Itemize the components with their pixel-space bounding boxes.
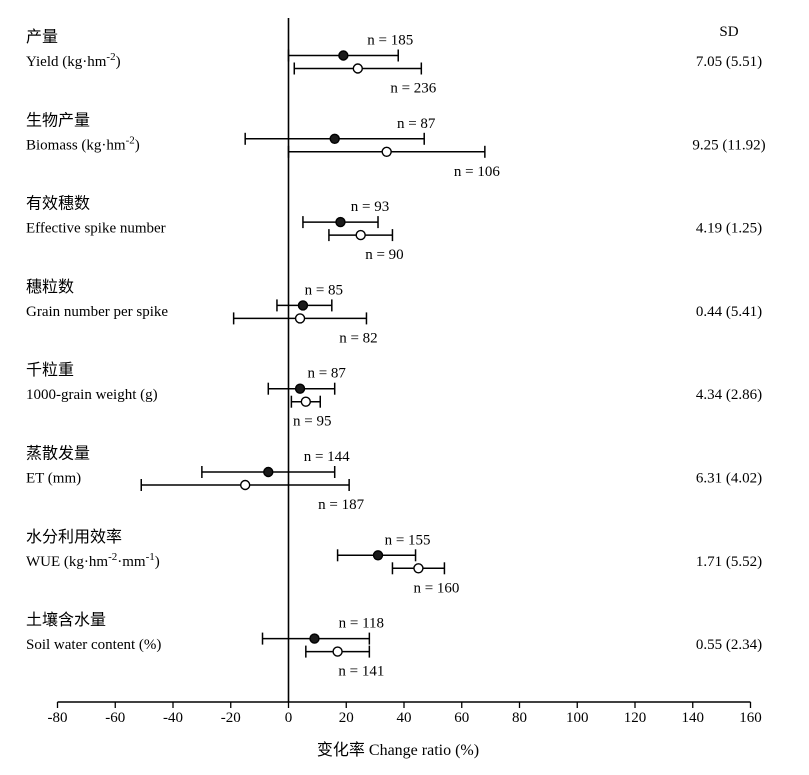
n-label-filled: n = 85: [305, 282, 343, 298]
category-label-zh: 蒸散发量: [26, 445, 90, 463]
x-axis: -80 -60 -40 -20 0 20 40 60 80 100 120 140 160: [48, 701, 762, 726]
x-axis-label: 变化率 Change ratio (%): [317, 741, 479, 759]
category-label-zh: 有效穗数: [26, 195, 90, 213]
n-label-open: n = 141: [338, 664, 384, 680]
open-circle-marker: [332, 646, 343, 657]
n-label-open: n = 82: [339, 330, 377, 346]
filled-circle-marker: [372, 550, 384, 561]
category-label-en-text: Soil water content (%): [26, 637, 161, 653]
n-label-filled: n = 185: [367, 33, 413, 49]
x-tick-label: -20: [221, 710, 241, 726]
x-tick-label: 80: [512, 710, 527, 726]
category-label-en: Soil water content (%): [26, 637, 161, 653]
open-circle-marker: [381, 146, 392, 158]
n-label-filled: n = 144: [304, 449, 350, 465]
category-label-zh: 土壤含水量: [26, 610, 106, 629]
n-label-open: n = 90: [365, 247, 403, 263]
category-label-en: WUE (kg·hm-2·mm-1): [26, 551, 160, 570]
category-label-zh: 千粒重: [26, 361, 74, 379]
n-label-filled: n = 87: [307, 366, 346, 382]
sd-value: 4.19 (1.25): [696, 221, 762, 237]
category-label-en: Grain number per spike: [26, 304, 168, 320]
category-label-en-text: Effective spike number: [26, 221, 166, 237]
sd-value: 7.05 (5.51): [696, 54, 762, 70]
category-label-zh: 穗粒数: [26, 278, 74, 296]
category-label-en-superscript: -2: [106, 51, 115, 63]
category-label-zh: 生物产量: [26, 111, 90, 129]
x-tick-label: 100: [566, 710, 589, 726]
n-label-filled: n = 87: [397, 116, 436, 132]
category-label-en-text: Yield (kg·hm: [26, 54, 107, 70]
n-label-open: n = 236: [390, 81, 436, 97]
sd-value: 9.25 (11.92): [692, 137, 765, 153]
category-label-en-text: WUE (kg·hm: [26, 554, 108, 570]
open-circle-marker: [239, 479, 251, 491]
category-row: 千粒重 1000-grain weight (g) 4.34 (2.86) n = 8…: [26, 361, 762, 430]
x-tick-label: 20: [339, 710, 354, 726]
category-label-en-superscript: -2: [108, 551, 117, 563]
category-label-en-close: ): [135, 137, 140, 153]
n-label-open: n = 160: [413, 580, 459, 596]
x-tick-label: 60: [454, 710, 469, 726]
x-tick-label: 40: [397, 710, 412, 726]
category-row: 产量 Yield (kg·hm-2) 7.05 (5.51) n = 185 n = 2…: [26, 28, 762, 97]
filled-circle-marker: [294, 383, 306, 394]
category-row: 水分利用效率 WUE (kg·hm-2·mm-1) 1.71 (5.52) n = 1…: [26, 528, 762, 597]
sd-value: 1.71 (5.52): [696, 554, 762, 570]
x-tick-label: -80: [48, 710, 68, 726]
category-label-zh: 产量: [26, 28, 58, 46]
filled-circle-marker: [329, 133, 340, 145]
open-circle-marker: [413, 563, 424, 574]
n-label-filled: n = 93: [351, 199, 389, 215]
n-label-open: n = 106: [454, 164, 500, 180]
category-row: 生物产量 Biomass (kg·hm-2) 9.25 (11.92) n = 87 n…: [26, 111, 766, 180]
sd-value: 0.55 (2.34): [696, 637, 762, 653]
category-row: 穗粒数 Grain number per spike 0.44 (5.41) n = …: [26, 278, 762, 347]
n-label-open: n = 95: [293, 414, 331, 430]
x-tick-label: 0: [285, 710, 293, 726]
filled-circle-marker: [297, 300, 309, 311]
category-label-en: Biomass (kg·hm-2): [26, 134, 140, 153]
n-label-open: n = 187: [318, 497, 364, 513]
category-label-en-superscript: -1: [146, 551, 155, 563]
category-label-en: 1000-grain weight (g): [26, 387, 158, 403]
sd-value: 4.34 (2.86): [696, 387, 762, 403]
filled-circle-marker: [309, 633, 320, 644]
x-tick-label: 160: [739, 710, 762, 726]
x-tick-label: -60: [105, 710, 125, 726]
n-label-filled: n = 118: [339, 616, 384, 632]
category-label-en: ET (mm): [26, 471, 81, 487]
category-row: 蒸散发量 ET (mm) 6.31 (4.02) n = 144 n = 187: [26, 445, 762, 514]
sd-value: 6.31 (4.02): [696, 471, 762, 487]
category-label-en: Effective spike number: [26, 221, 166, 237]
filled-circle-marker: [263, 466, 274, 478]
x-tick-label: 120: [624, 710, 647, 726]
open-circle-marker: [300, 396, 312, 407]
category-label-en-text: Biomass (kg·hm: [26, 137, 126, 153]
category-label-zh: 水分利用效率: [26, 528, 122, 546]
category-row: 土壤含水量 Soil water content (%) 0.55 (2.34) n …: [26, 610, 762, 680]
open-circle-marker: [294, 313, 306, 324]
open-circle-marker: [355, 229, 366, 241]
x-tick-label: 140: [682, 710, 705, 726]
open-circle-marker: [352, 63, 363, 74]
category-label-en-unit: ·mm: [117, 554, 146, 570]
category-label-en-text: ET (mm): [26, 471, 81, 487]
x-tick-label: -40: [163, 710, 183, 726]
sd-value: 0.44 (5.41): [696, 304, 762, 320]
filled-circle-marker: [338, 50, 349, 61]
filled-circle-marker: [335, 216, 346, 228]
category-label-en-text: Grain number per spike: [26, 304, 168, 320]
category-label-en-close: ): [116, 54, 121, 70]
sd-column-header: SD: [719, 24, 738, 40]
category-label-en-text: 1000-grain weight (g): [26, 387, 158, 403]
category-row: 有效穗数 Effective spike number 4.19 (1.25) n =…: [26, 195, 762, 264]
n-label-filled: n = 155: [385, 532, 431, 548]
category-label-en: Yield (kg·hm-2): [26, 51, 121, 70]
category-label-en-close: ): [155, 554, 160, 570]
category-label-en-superscript: -2: [126, 134, 135, 146]
